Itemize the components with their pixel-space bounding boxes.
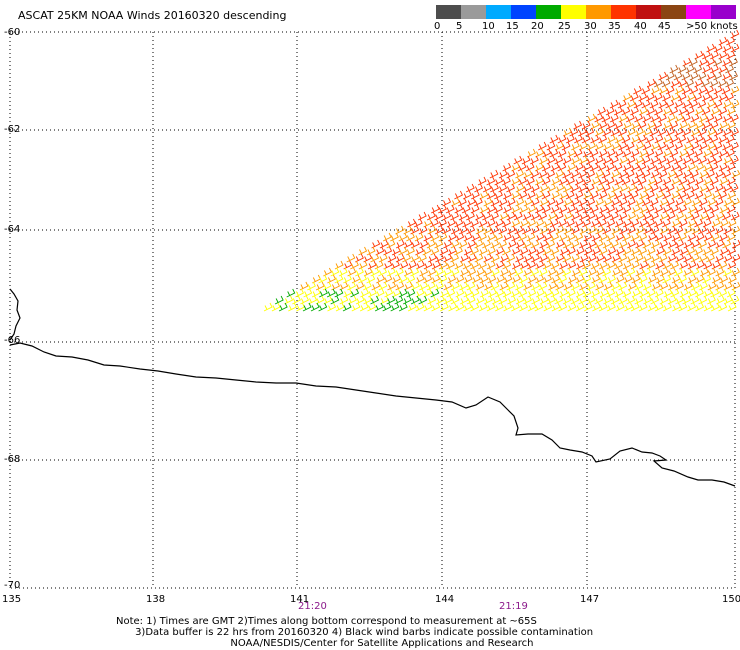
legend-label: >50 knots xyxy=(686,21,738,32)
legend-swatch xyxy=(611,5,636,19)
lon-label: 147 xyxy=(580,594,600,605)
legend-label: 15 xyxy=(506,21,519,32)
legend-label: 30 xyxy=(584,21,597,32)
legend-swatch xyxy=(511,5,536,19)
legend-label: 5 xyxy=(456,21,463,32)
legend-label: 0 xyxy=(434,21,441,32)
note-line: Note: 1) Times are GMT 2)Times along bot… xyxy=(116,616,537,627)
legend-swatch xyxy=(711,5,736,19)
legend-labels: 0 5 10 15 20 25 30 35 40 45 >50 knots xyxy=(434,21,740,33)
legend-swatch xyxy=(461,5,486,19)
lon-label: 135 xyxy=(2,594,22,605)
lat-label: -68 xyxy=(4,454,21,465)
map-frame xyxy=(9,31,736,589)
legend-swatch xyxy=(561,5,586,19)
wind-barbs xyxy=(263,29,740,312)
lat-label: -70 xyxy=(4,580,21,591)
note-line: NOAA/NESDIS/Center for Satellite Applica… xyxy=(116,638,534,649)
lon-label: 144 xyxy=(435,594,455,605)
legend-label: 25 xyxy=(558,21,571,32)
legend-swatch xyxy=(661,5,686,19)
legend-swatch xyxy=(436,5,461,19)
antarctic-coastline xyxy=(9,288,736,487)
legend-swatch xyxy=(536,5,561,19)
legend-swatch xyxy=(636,5,661,19)
lat-label: -62 xyxy=(4,124,21,135)
lon-label: 150 xyxy=(722,594,740,605)
lat-label: -64 xyxy=(4,224,21,235)
legend-label: 45 xyxy=(658,21,671,32)
lat-label: -60 xyxy=(4,27,21,38)
wind-speed-legend xyxy=(436,5,736,19)
pass-time-label: 21:19 xyxy=(499,601,528,612)
map-title: ASCAT 25KM NOAA Winds 20160320 descendin… xyxy=(18,9,287,22)
note-line: 3)Data buffer is 22 hrs from 20160320 4)… xyxy=(116,627,594,638)
notes-block: Note: 1) Times are GMT 2)Times along bot… xyxy=(116,616,593,649)
legend-label: 40 xyxy=(634,21,647,32)
legend-swatch xyxy=(686,5,711,19)
lon-label: 138 xyxy=(146,594,166,605)
legend-label: 10 xyxy=(482,21,495,32)
legend-swatch xyxy=(486,5,511,19)
legend-swatch xyxy=(586,5,611,19)
lon-label: 141 xyxy=(290,594,310,605)
grid-lines xyxy=(10,32,735,588)
legend-label: 35 xyxy=(608,21,621,32)
legend-label: 20 xyxy=(531,21,544,32)
lat-label: -66 xyxy=(4,335,21,346)
pass-time-label: 21:20 xyxy=(298,601,327,612)
